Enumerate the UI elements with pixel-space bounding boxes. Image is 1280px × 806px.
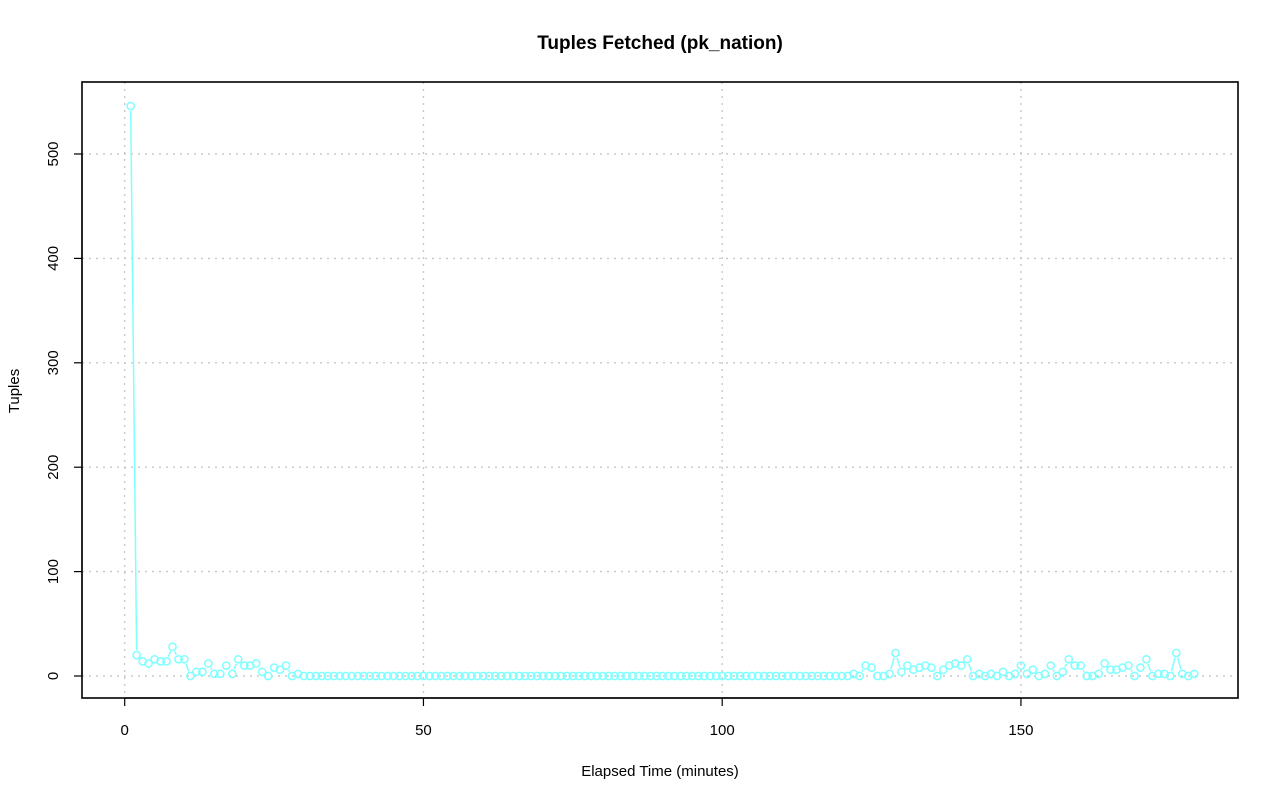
x-axis-label: Elapsed Time (minutes): [581, 763, 739, 780]
y-tick-label: 200: [45, 455, 62, 480]
data-point: [1059, 668, 1066, 675]
series-segment: [1083, 670, 1084, 672]
series-segment: [289, 670, 290, 672]
series-segment: [891, 658, 894, 669]
data-point: [1101, 660, 1108, 667]
series-segment: [175, 651, 177, 655]
series-segment: [168, 651, 170, 656]
series-segment: [1131, 670, 1132, 672]
data-point: [964, 656, 971, 663]
data-point: [282, 662, 289, 669]
data-point: [229, 670, 236, 677]
y-tick-label: 300: [45, 350, 62, 375]
y-tick-label: 0: [45, 672, 62, 680]
data-point: [1143, 656, 1150, 663]
y-tick-label: 400: [45, 246, 62, 271]
y-axis-label: Tuples: [6, 369, 23, 413]
data-point: [1131, 672, 1138, 679]
series-segment: [897, 658, 900, 667]
data-point: [898, 668, 905, 675]
y-tick-label: 500: [45, 141, 62, 166]
series-segment: [186, 664, 189, 671]
data-point: [892, 649, 899, 656]
series-segment: [211, 668, 212, 670]
chart-title: Tuples Fetched (pk_nation): [537, 33, 783, 54]
series-segment: [1101, 668, 1102, 670]
series-segment: [131, 111, 137, 650]
x-tick-label: 50: [415, 722, 432, 739]
data-point: [1029, 666, 1036, 673]
data-point: [1047, 662, 1054, 669]
axes: 0 50 100 150 0 100 200 300 400 500: [45, 141, 1033, 739]
series-segment: [1178, 658, 1181, 669]
y-tick-label: 100: [45, 559, 62, 584]
series-segment: [1148, 664, 1151, 671]
data-point: [223, 662, 230, 669]
series-segment: [1172, 658, 1175, 671]
data-point: [1065, 656, 1072, 663]
grid: [82, 82, 1238, 698]
data-point: [1173, 649, 1180, 656]
series-segment: [969, 664, 972, 671]
plot-frame: [82, 82, 1238, 698]
data-point: [235, 656, 242, 663]
data-point: [169, 643, 176, 650]
data-point: [205, 660, 212, 667]
series-layer: [127, 102, 1198, 679]
data-point: [1137, 664, 1144, 671]
series-segment: [234, 664, 236, 669]
data-point: [127, 102, 134, 109]
series-segment: [862, 670, 863, 672]
series-segment: [1065, 664, 1067, 668]
x-tick-label: 0: [121, 722, 129, 739]
series-segment: [1053, 670, 1054, 672]
data-point: [133, 652, 140, 659]
x-tick-label: 150: [1008, 722, 1033, 739]
x-tick-label: 100: [710, 722, 735, 739]
